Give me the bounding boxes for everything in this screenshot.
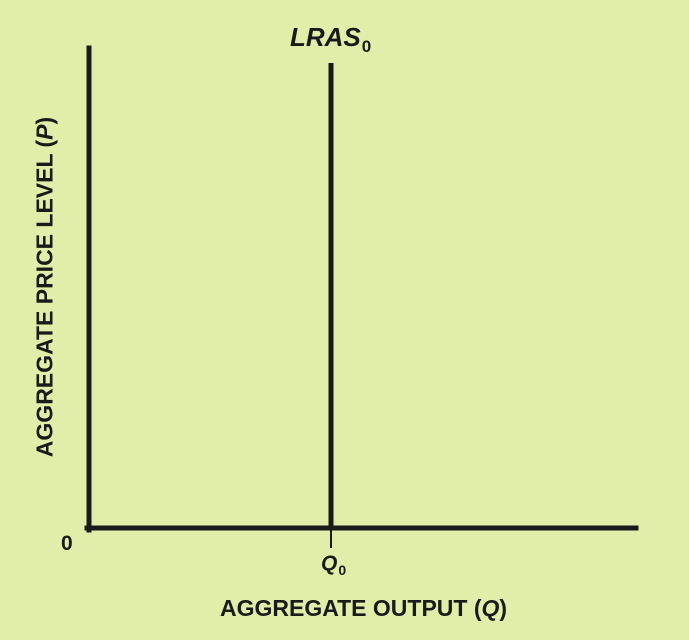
lras-curve-label: LRAS0: [290, 22, 372, 56]
y-axis-label-text: AGGREGATE PRICE LEVEL (: [31, 139, 58, 458]
x-axis-label-close: ): [499, 595, 508, 621]
lras-subscript: 0: [361, 37, 372, 56]
x-axis-label: AGGREGATE OUTPUT (Q): [220, 595, 507, 622]
x-axis-label-var: Q: [481, 595, 500, 621]
origin-label: 0: [61, 532, 73, 555]
y-axis-label-var: P: [31, 124, 58, 140]
lras-name: LRAS: [290, 22, 361, 52]
q0-tick-label: Q0: [321, 552, 347, 578]
x-axis-label-text: AGGREGATE OUTPUT (: [220, 595, 482, 621]
y-axis-label-close: ): [31, 116, 58, 125]
q0-subscript: 0: [338, 562, 347, 578]
q0-name: Q: [321, 552, 338, 575]
y-axis-label: AGGREGATE PRICE LEVEL (P): [32, 117, 59, 457]
